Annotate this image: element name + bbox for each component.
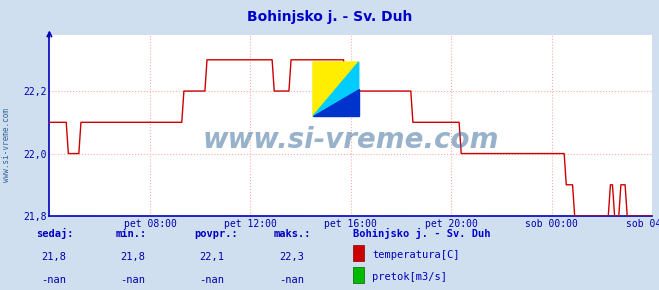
Text: www.si-vreme.com: www.si-vreme.com: [203, 126, 499, 154]
Text: Bohinjsko j. - Sv. Duh: Bohinjsko j. - Sv. Duh: [353, 228, 490, 239]
Text: 21,8: 21,8: [42, 253, 67, 262]
Text: www.si-vreme.com: www.si-vreme.com: [2, 108, 11, 182]
Text: -nan: -nan: [42, 275, 67, 285]
Text: temperatura[C]: temperatura[C]: [372, 250, 460, 260]
Polygon shape: [313, 62, 358, 116]
Text: min.:: min.:: [115, 229, 146, 239]
Text: 21,8: 21,8: [121, 253, 146, 262]
Text: 22,1: 22,1: [200, 253, 225, 262]
Text: povpr.:: povpr.:: [194, 229, 238, 239]
Text: maks.:: maks.:: [273, 229, 311, 239]
Text: pretok[m3/s]: pretok[m3/s]: [372, 273, 447, 282]
Text: sedaj:: sedaj:: [36, 228, 74, 239]
Text: -nan: -nan: [279, 275, 304, 285]
Text: -nan: -nan: [200, 275, 225, 285]
Text: 22,3: 22,3: [279, 253, 304, 262]
Text: Bohinjsko j. - Sv. Duh: Bohinjsko j. - Sv. Duh: [247, 10, 412, 24]
Polygon shape: [313, 62, 358, 116]
Polygon shape: [313, 89, 358, 116]
Text: -nan: -nan: [121, 275, 146, 285]
